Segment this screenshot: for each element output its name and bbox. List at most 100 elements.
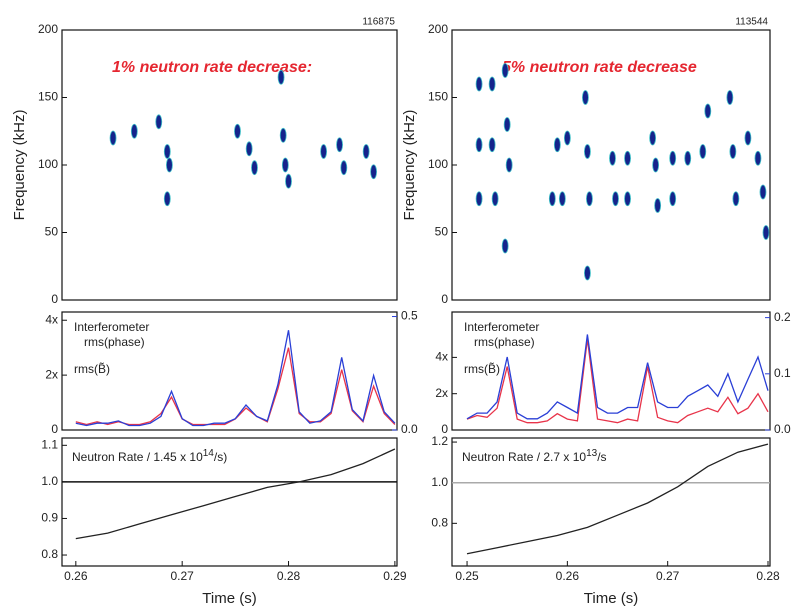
spectral-mode [475,191,483,207]
y2-tick-label: 0.0 [401,422,418,436]
spectral-mode [109,130,117,146]
spectral-mode [744,130,752,146]
series-line [75,330,396,427]
spectral-mode [163,144,171,159]
y-axis-label: Frequency (kHz) [401,110,418,221]
y2-tick-label: 0.0 [774,422,791,436]
spectral-mode [505,157,513,173]
legend-label: Interferometer [464,320,539,334]
legend-label: Interferometer [74,320,149,334]
x-axis-label: Time (s) [202,590,256,607]
spectral-mode [726,90,734,105]
spectral-mode [548,191,556,207]
x-tick-label: 0.28 [277,569,301,583]
spectral-mode [501,63,509,78]
spectral-mode [279,127,287,143]
label-suffix: /s [597,450,606,464]
label-text: Neutron Rate / 1.45 x 10 [72,450,203,464]
y-tick-label: 200 [428,22,448,36]
y-tick-label: 2x [435,386,448,400]
x-tick-label: 0.27 [656,569,680,583]
series-label: Neutron Rate / 1.45 x 1014/s) [72,448,227,465]
series-line [75,448,396,540]
y-axis-label: Frequency (kHz) [11,110,28,221]
spectral-mode [475,76,483,92]
annotation: 1% neutron rate decrease: [112,59,312,76]
series-line [466,443,769,555]
spectral-mode [584,265,591,281]
spectral-mode [729,144,737,159]
legend-label: rms(phase) [84,335,145,349]
series-label: Neutron Rate / 2.7 x 1013/s [462,448,607,465]
plot-frame [61,437,398,567]
label-text: Neutron Rate / 2.7 x 10 [462,450,586,464]
y-tick-label: 0 [441,292,448,306]
spectral-mode [762,225,770,240]
spectral-mode [245,141,253,157]
spectral-mode [155,114,163,130]
spectral-mode [475,137,483,153]
y-tick-label: 100 [38,157,58,171]
spectral-mode [582,90,589,105]
spectral-mode [553,137,561,153]
spectral-mode [652,157,660,173]
spectral-mode [285,173,292,189]
x-axis-label: Time (s) [584,590,638,607]
x-tick-label: 0.26 [64,569,88,583]
spectral-mode [563,130,571,146]
legend-label: rms(B̃) [464,361,500,376]
y2-tick-label: 0.1 [774,366,791,380]
y-tick-label: 200 [38,22,58,36]
spectral-mode [166,157,173,173]
y2-tick-label: 0.2 [774,310,791,324]
y-tick-label: 4x [45,312,58,326]
spectral-mode [320,144,328,159]
spectral-mode [251,160,258,176]
y-tick-label: 1.0 [431,475,448,489]
spectral-mode [624,150,631,166]
spectral-mode [704,103,712,119]
y-tick-label: 1.0 [41,474,58,488]
shot-number: 116875 [362,17,395,28]
y-tick-label: 0 [441,422,448,436]
spectral-mode [584,144,591,159]
x-tick-label: 0.29 [383,569,407,583]
y-tick-label: 50 [435,225,449,239]
spectral-mode [370,164,378,180]
spectral-mode [501,238,509,254]
x-tick-label: 0.28 [756,569,780,583]
spectral-mode [558,191,566,207]
y-tick-label: 150 [38,90,58,104]
spectral-mode [654,198,662,213]
label-suffix: /s) [214,450,227,464]
spectral-mode [732,191,740,207]
shot-number: 113544 [735,17,768,28]
spectral-mode [491,191,499,207]
legend-label: rms(B̃) [74,361,110,376]
y-tick-label: 50 [45,225,59,239]
y-tick-label: 1.1 [41,437,58,451]
spectral-mode [612,191,619,207]
y-tick-label: 2x [45,367,58,381]
spectral-mode [669,150,677,166]
spectral-mode [488,137,496,153]
plot-frame [451,311,771,431]
spectral-mode [624,191,631,207]
x-tick-label: 0.26 [556,569,580,583]
y-tick-label: 0 [51,292,58,306]
spectral-mode [340,160,348,176]
y-tick-label: 4x [435,350,448,364]
spectral-mode [362,144,370,159]
spectral-mode [669,191,677,207]
spectral-mode [130,123,138,139]
y-tick-label: 0.8 [431,516,448,530]
spectral-mode [609,150,616,166]
series-line [466,339,769,424]
y-tick-label: 0.8 [41,547,58,561]
label-exponent: 13 [586,448,598,459]
y2-tick-label: 0.5 [401,309,418,323]
spectral-mode [281,157,289,173]
spectral-mode [503,117,511,132]
label-exponent: 14 [203,448,215,459]
